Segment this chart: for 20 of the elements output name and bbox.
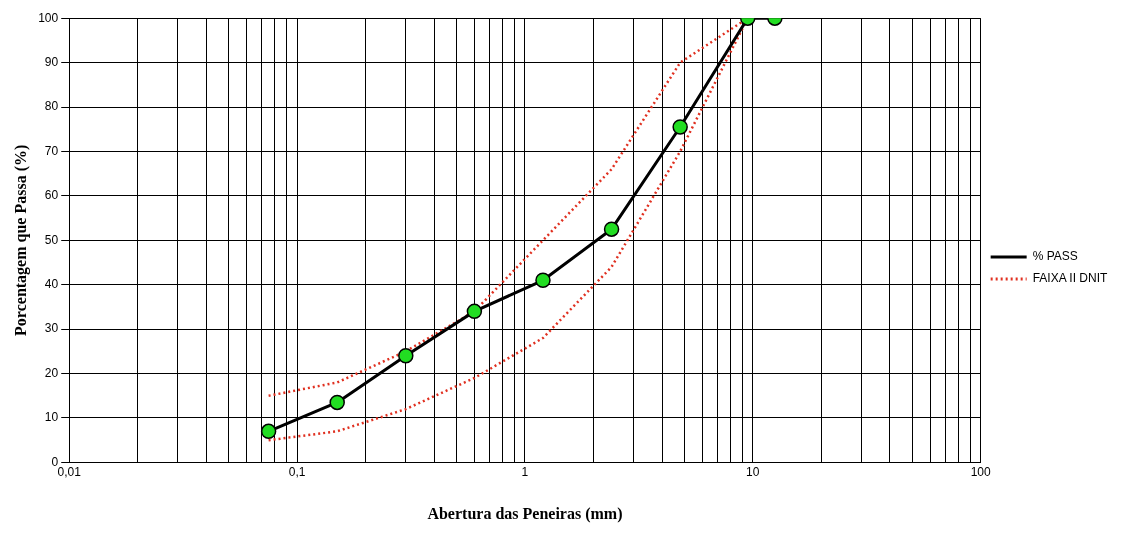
- legend-label: FAIXA II DNIT: [1032, 271, 1109, 286]
- y-tick-label: 50: [44, 232, 59, 247]
- y-tick-label: 60: [44, 188, 59, 203]
- x-tick-label: 10: [746, 464, 760, 479]
- y-tick-label: 100: [38, 10, 59, 25]
- y-axis-title: Porcentagem que Passa (%): [11, 144, 30, 336]
- x-tick-label: 100: [970, 464, 991, 479]
- y-tick-label: 20: [44, 365, 59, 380]
- x-tick-label: 0,01: [57, 464, 82, 479]
- x-axis-title: Abertura das Peneiras (mm): [427, 504, 623, 523]
- x-tick-label: 0,1: [288, 464, 306, 479]
- y-tick-label: 10: [44, 410, 59, 425]
- y-tick-label: 70: [44, 143, 59, 158]
- y-tick-label: 30: [44, 321, 59, 336]
- y-tick-label: 0: [51, 454, 59, 469]
- y-tick-label: 40: [44, 277, 59, 292]
- x-tick-label: 1: [521, 464, 529, 479]
- y-tick-label: 90: [44, 54, 59, 69]
- legend-label: % PASS: [1032, 249, 1078, 264]
- y-tick-label: 80: [44, 99, 59, 114]
